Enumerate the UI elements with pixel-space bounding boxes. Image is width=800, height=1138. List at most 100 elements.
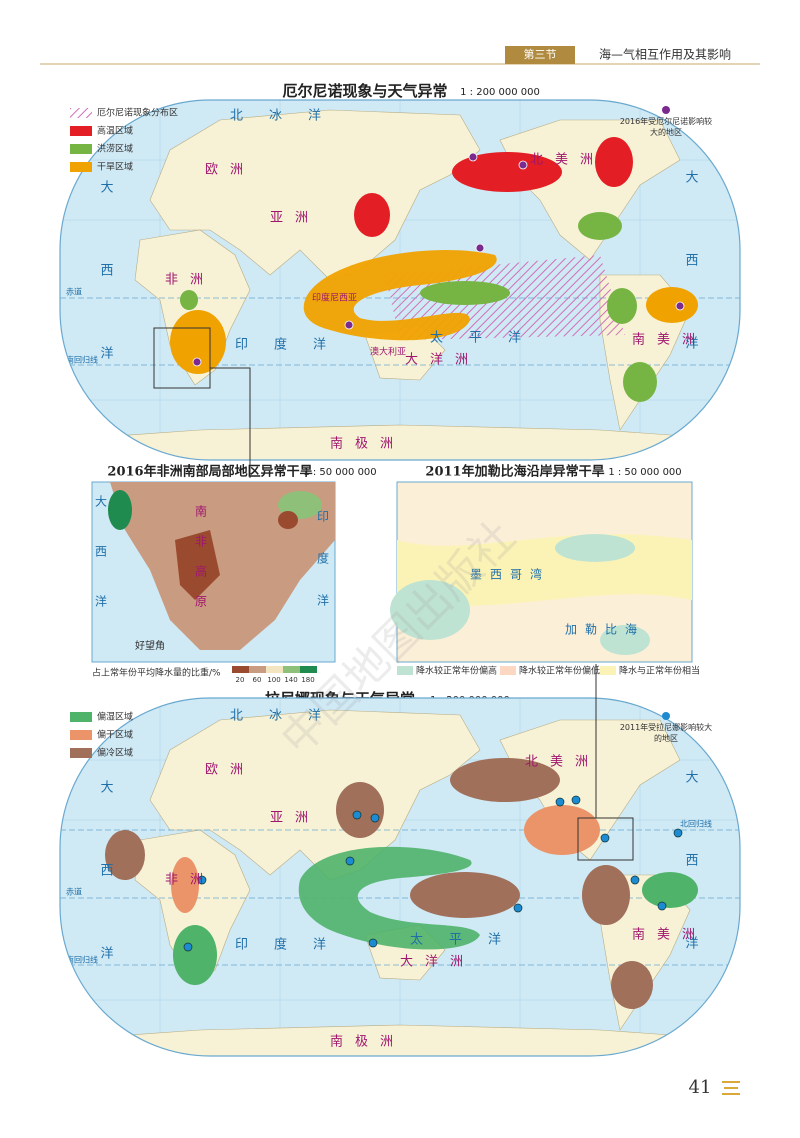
label-scale: 1 : 50 000 000 — [303, 467, 376, 478]
marker — [344, 320, 354, 330]
legend-bin — [232, 666, 249, 673]
label-legend: 偏干区域 — [97, 729, 133, 741]
wet-area — [390, 580, 470, 640]
map-note: 2016年受厄尔尼诺影响较大的地区 — [619, 117, 713, 137]
label-legend: 140 — [284, 676, 297, 684]
marker — [630, 875, 640, 885]
label-sea: 印度洋 — [235, 937, 352, 953]
label-sea: 北冰洋 — [230, 709, 347, 724]
inset-marker — [153, 327, 211, 389]
label-sea: 太平洋 — [430, 331, 547, 346]
label-sea-v: 印度洋 — [316, 510, 330, 636]
marker — [468, 152, 478, 162]
label-land: 南美洲 — [632, 927, 707, 943]
label-land: 南美洲 — [632, 332, 707, 348]
label-sea: 北冰洋 — [230, 109, 347, 124]
section-badge — [505, 46, 575, 64]
marker — [352, 810, 362, 820]
cold-region — [450, 758, 560, 802]
marker — [675, 301, 685, 311]
wet-area — [600, 625, 650, 655]
label-legend: 降水较正常年份偏低 — [519, 665, 600, 677]
label-line: 南回归线 — [66, 355, 98, 365]
label-land: 北美洲 — [530, 153, 605, 168]
label-land: 大洋洲 — [400, 955, 475, 970]
leader — [210, 367, 251, 478]
wet-area — [555, 534, 635, 562]
label-legend: 降水与正常年份相当 — [619, 665, 700, 677]
flood-region — [607, 288, 637, 324]
label-small: 印度尼西亚 — [312, 292, 357, 304]
label-legend: 洪涝区域 — [97, 143, 133, 155]
legend-swatch — [70, 162, 92, 172]
label-scale: 1 : 200 000 000 — [460, 87, 540, 98]
label-legend: 降水较正常年份偏高 — [416, 665, 497, 677]
note-box: 2011年受拉尼娜影响较大的地区 — [619, 723, 713, 743]
cold-region — [105, 830, 145, 880]
page-ornament — [722, 1081, 740, 1095]
label-land: 大洋洲 — [405, 353, 480, 368]
label-sea-v: 大西洋 — [683, 770, 699, 1019]
label-legend: 偏湿区域 — [97, 711, 133, 723]
label-land: 南极洲 — [330, 436, 405, 452]
section-label: 第三节 — [524, 47, 557, 61]
marker — [657, 901, 667, 911]
cold-region — [582, 865, 630, 925]
label-line: 南回归线 — [66, 955, 98, 965]
land — [60, 424, 740, 460]
legend-swatch — [70, 712, 92, 722]
marker — [600, 833, 610, 843]
label-legend: 占上常年份平均降水量的比重/% — [92, 667, 221, 679]
label-title: 2011年加勒比海沿岸异常干旱 — [425, 464, 604, 480]
inset-marker — [577, 817, 634, 861]
label-land: 亚洲 — [270, 811, 320, 826]
label-legend: 20 — [236, 676, 245, 684]
hot-region — [354, 193, 390, 237]
label-land: 非洲 — [165, 873, 215, 888]
label-land: 南非高原 — [194, 504, 208, 625]
inset-land — [110, 482, 335, 650]
flood-region — [420, 281, 510, 305]
marker — [192, 357, 202, 367]
label-land: 欧洲 — [205, 163, 255, 178]
label-line: 北回归线 — [680, 819, 712, 829]
label-scale: 1 : 50 000 000 — [608, 467, 681, 478]
drought-region — [303, 250, 497, 341]
legend-swatch — [70, 126, 92, 136]
drought-core — [175, 530, 220, 600]
marker — [345, 856, 355, 866]
label-sea: 加勒比海 — [565, 622, 645, 637]
legend-bin — [249, 666, 266, 673]
map-note: 2011年受拉尼娜影响较大的地区 — [619, 723, 713, 743]
label-sea: 太平洋 — [410, 933, 527, 948]
marker — [197, 875, 207, 885]
land — [149, 709, 481, 881]
legend-marker — [662, 712, 670, 720]
marker — [673, 828, 683, 838]
hot-region — [595, 137, 633, 187]
legend-bin — [266, 666, 283, 673]
legend-swatch — [600, 666, 616, 675]
legend-swatch — [397, 666, 413, 675]
legend-swatch — [70, 108, 92, 118]
legend-swatch — [70, 730, 92, 740]
cold-region — [336, 782, 384, 838]
legend-swatch — [500, 666, 516, 675]
label-sea-v: 大西洋 — [98, 180, 114, 429]
label-legend: 好望角 — [135, 639, 165, 652]
dry-region — [171, 857, 199, 913]
legend-bin — [283, 666, 300, 673]
label-legend: 厄尔尼诺现象分布区 — [97, 107, 178, 119]
page-number: 41 — [689, 1077, 712, 1098]
map-frame — [59, 99, 741, 461]
legend-swatch — [70, 748, 92, 758]
label-line: 赤道 — [66, 887, 82, 897]
dry-region — [524, 805, 600, 855]
label-land: 欧洲 — [205, 763, 255, 778]
header-title: 海—气相互作用及其影响 — [599, 47, 731, 62]
label-legend: 100 — [267, 676, 280, 684]
label-sea: 印度洋 — [235, 337, 352, 353]
wet-patch — [108, 490, 132, 530]
legend-bin — [300, 666, 317, 673]
cold-region — [410, 872, 520, 918]
